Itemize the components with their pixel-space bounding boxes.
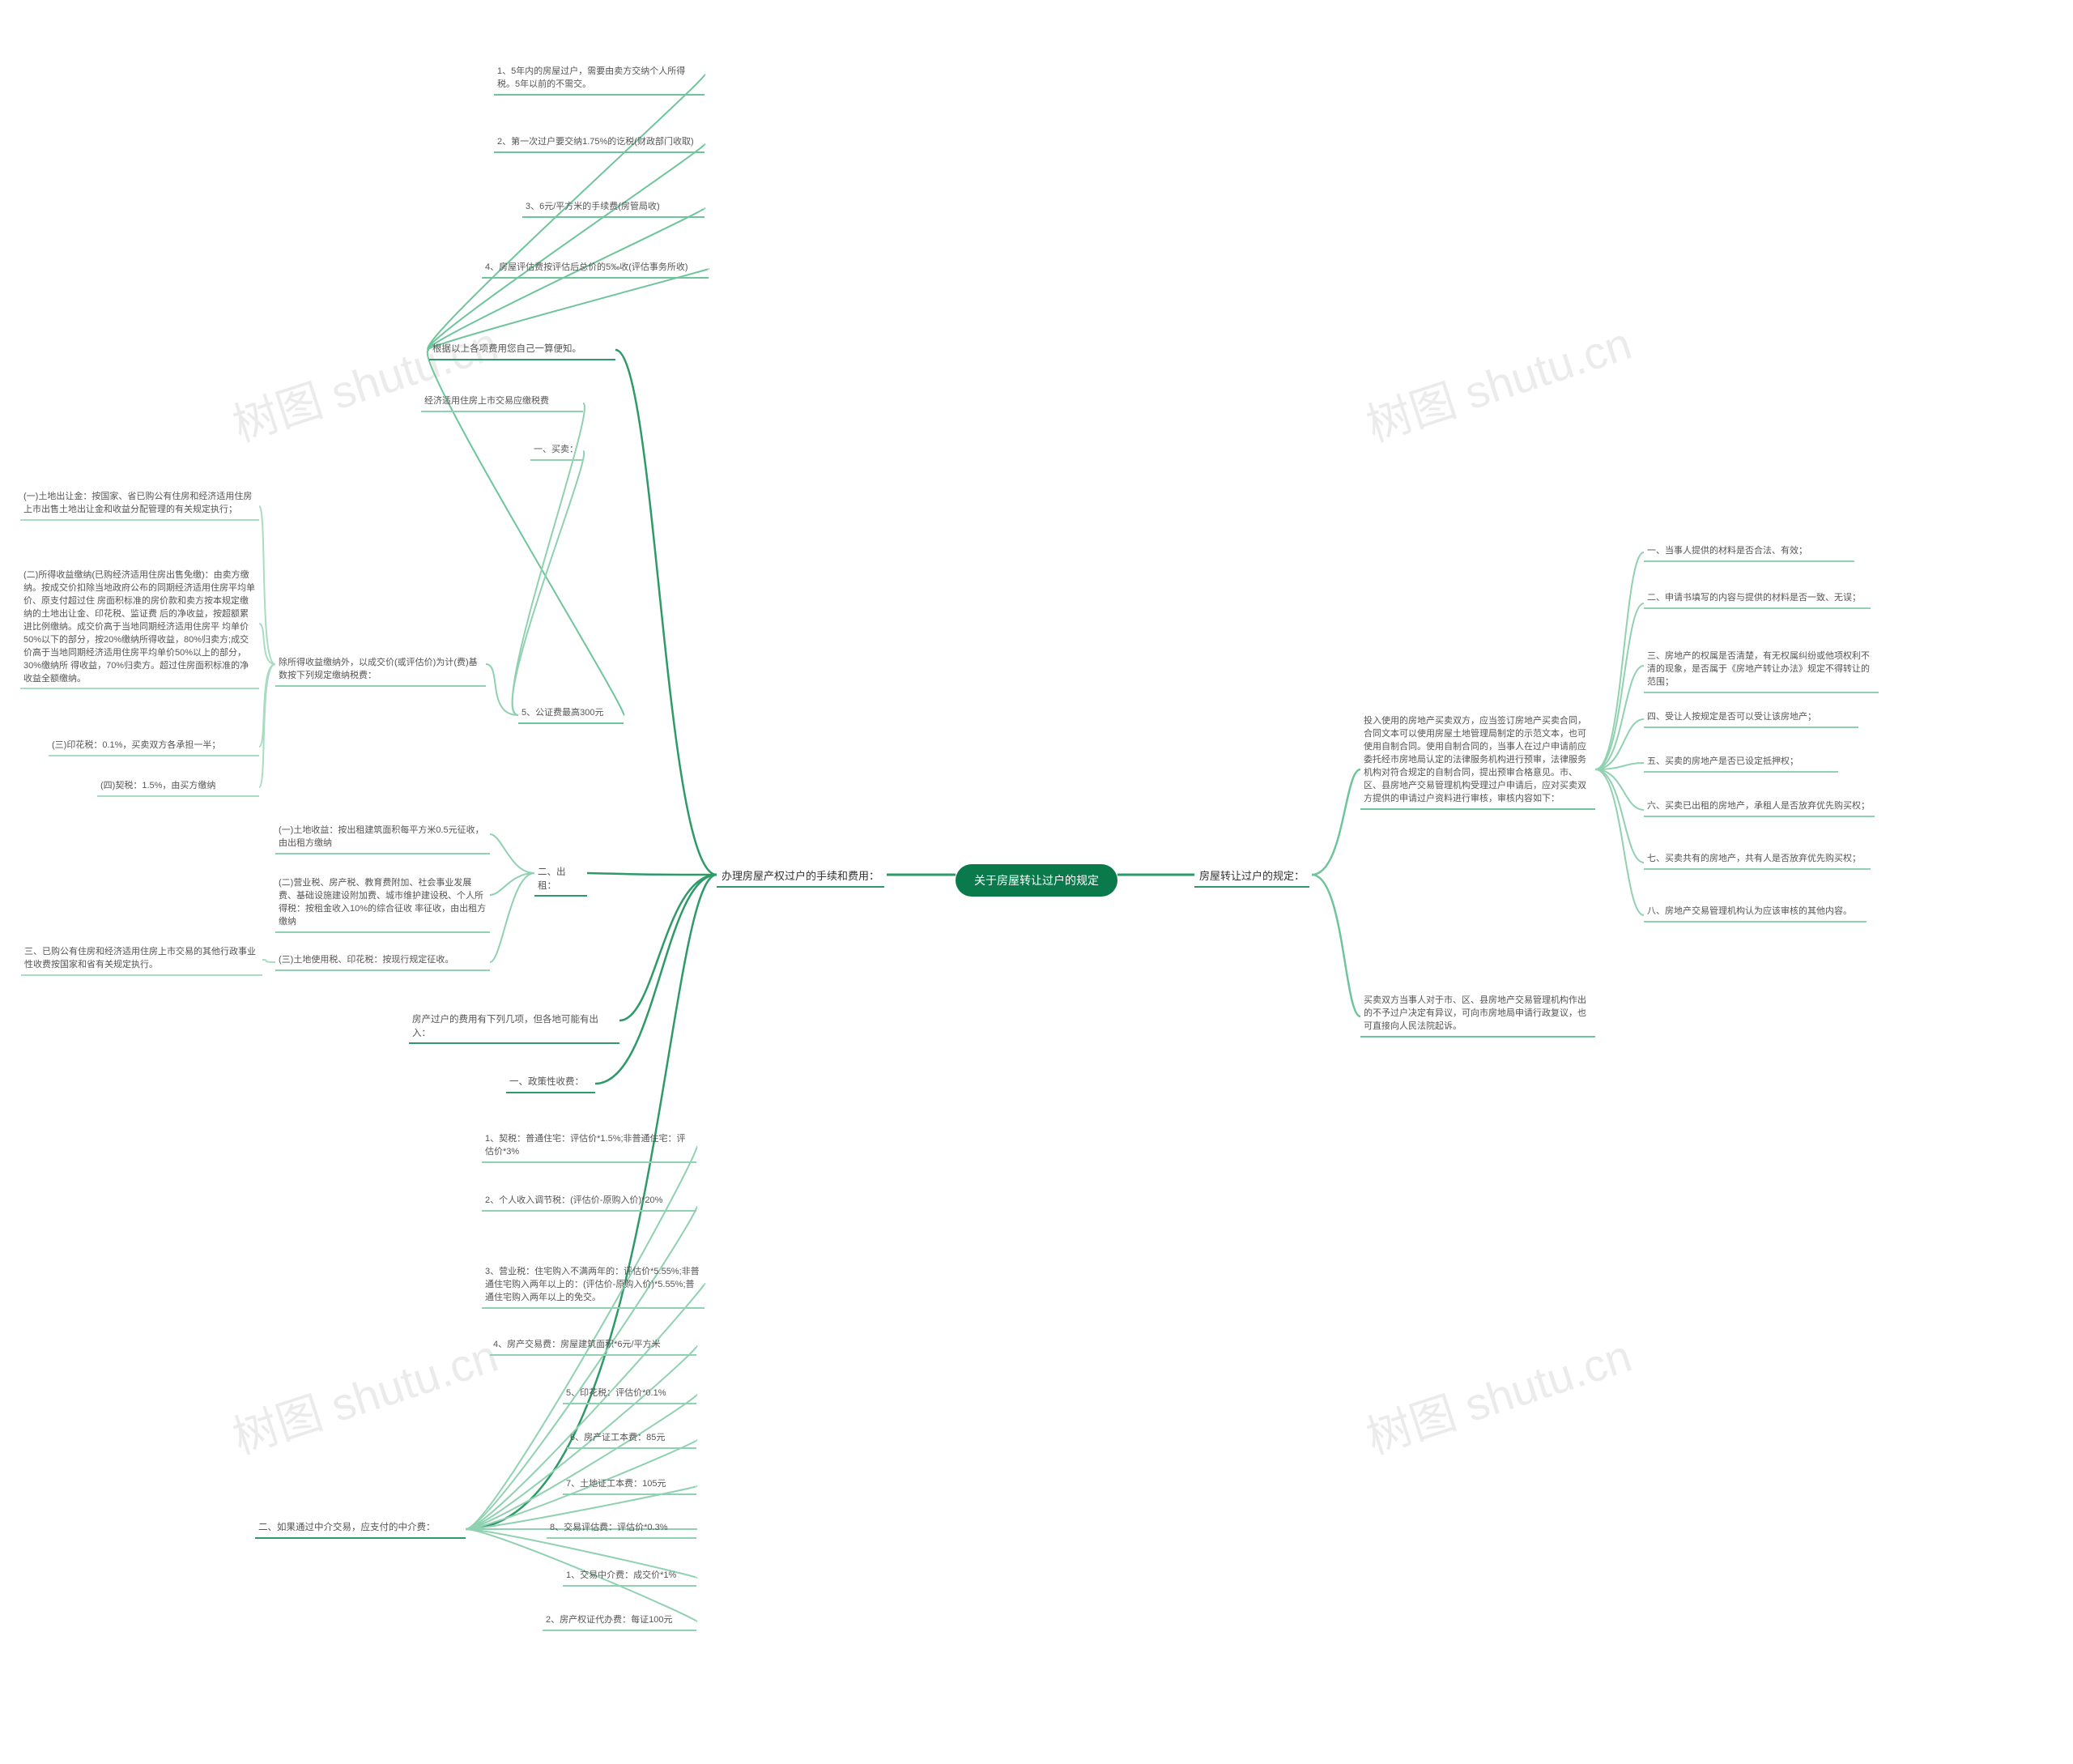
node-a5-mid-2: 一、买卖：: [530, 441, 583, 461]
node-e-3: 3、营业税：住宅购入不满两年的：评估价*5.55%;非普通住宅购入两年以上的：(…: [482, 1263, 704, 1309]
node-rb: 买卖双方当事人对于市、区、县房地产交易管理机构作出的不予过户决定有异议，可向市房…: [1360, 992, 1595, 1038]
node-b-1: (一)土地收益：按出租建筑面积每平方米0.5元征收，由出租方缴纳: [275, 822, 490, 854]
node-a-1: 1、5年内的房屋过户，需要由卖方交纳个人所得税。5年以前的不需交。: [494, 63, 704, 96]
watermark: 树图 shutu.cn: [1357, 308, 1639, 455]
node-b-3-sub: 三、已购公有住房和经济适用住房上市交易的其他行政事业性收费按国家和省有关规定执行…: [21, 944, 262, 976]
node-a5-leaf-1: (一)土地出让金：按国家、省已购公有住房和经济适用住房上市出售土地出让金和收益分…: [20, 488, 259, 521]
node-c: 房产过户的费用有下列几项，但各地可能有出入：: [409, 1011, 619, 1044]
node-ra: 投入使用的房地产买卖双方，应当签订房地产买卖合同，合同文本可以使用房屋土地管理局…: [1360, 713, 1595, 810]
watermark: 树图 shutu.cn: [223, 1320, 505, 1468]
node-ra-7: 七、买卖共有的房地产，共有人是否放弃优先购买权；: [1644, 850, 1871, 870]
node-b: 二、出租：: [534, 863, 587, 897]
node-a5-mid-1: 经济适用住房上市交易应缴税费: [421, 393, 583, 412]
node-b-2: (二)营业税、房产税、教育费附加、社会事业发展费、基础设施建设附加费、城市维护建…: [275, 875, 490, 933]
node-e: 二、如果通过中介交易，应支付的中介费：: [255, 1519, 466, 1539]
watermark: 树图 shutu.cn: [1357, 1320, 1639, 1468]
node-e-5: 5、印花税：评估价*0.1%: [563, 1385, 696, 1404]
node-ra-8: 八、房地产交易管理机构认为应该审核的其他内容。: [1644, 903, 1867, 922]
node-a-4: 4、房屋评估费按评估后总价的5‰收(评估事务所收): [482, 259, 709, 279]
mindmap-root: 关于房屋转让过户的规定: [956, 864, 1117, 897]
node-d: 一、政策性收费：: [506, 1073, 595, 1093]
node-e-1: 1、契税：普通住宅：评估价*1.5%;非普通住宅：评估价*3%: [482, 1131, 696, 1163]
node-a: 根据以上各项费用您自己一算便知。: [429, 340, 615, 360]
node-e-2: 2、个人收入调节税：(评估价-原购入价)*20%: [482, 1192, 696, 1212]
node-b-3: (三)土地使用税、印花税：按现行规定征收。: [275, 952, 490, 971]
node-e-9: 1、交易中介费：成交价*1%: [563, 1567, 696, 1587]
node-ra-1: 一、当事人提供的材料是否合法、有效；: [1644, 543, 1854, 562]
node-a-5: 5、公证费最高300元: [518, 705, 624, 724]
branch-left-main: 办理房屋产权过户的手续和费用：: [717, 864, 884, 888]
node-ra-3: 三、房地产的权属是否清楚，有无权属纠纷或他项权利不清的现象，是否属于《房地产转让…: [1644, 648, 1879, 693]
node-e-4: 4、房产交易费：房屋建筑面积*6元/平方米: [490, 1336, 696, 1356]
node-a5-leaf-4: (四)契税：1.5%，由买方缴纳: [97, 778, 259, 797]
node-ra-6: 六、买卖已出租的房地产，承租人是否放弃优先购买权；: [1644, 798, 1875, 817]
node-e-6: 6、房产证工本费：85元: [567, 1430, 696, 1449]
node-a-3: 3、6元/平方米的手续费(房管局收): [522, 198, 704, 218]
node-ra-4: 四、受让人按规定是否可以受让该房地产；: [1644, 709, 1858, 728]
node-a5-leaf-3: (三)印花税：0.1%，买卖双方各承担一半；: [49, 737, 259, 756]
watermark: 树图 shutu.cn: [223, 308, 505, 455]
branch-right-main: 房屋转让过户的规定：: [1194, 864, 1309, 888]
node-e-10: 2、房产权证代办费：每证100元: [543, 1612, 696, 1631]
node-e-8: 8、交易评估费：评估价*0.3%: [547, 1519, 696, 1539]
node-a-2: 2、第一次过户要交纳1.75%的讫税(财政部门收取): [494, 134, 704, 153]
node-e-7: 7、土地证工本费：105元: [563, 1476, 696, 1495]
node-a5-mid-3: 除所得收益缴纳外，以成交价(或评估价)为计(费)基数按下列规定缴纳税费：: [275, 654, 486, 687]
node-ra-2: 二、申请书填写的内容与提供的材料是否一致、无误；: [1644, 590, 1871, 609]
node-ra-5: 五、买卖的房地产是否已设定抵押权；: [1644, 753, 1838, 773]
node-a5-leaf-2: (二)所得收益缴纳(已购经济适用住房出售免缴)：由卖方缴纳。按成交价扣除当地政府…: [20, 567, 259, 689]
